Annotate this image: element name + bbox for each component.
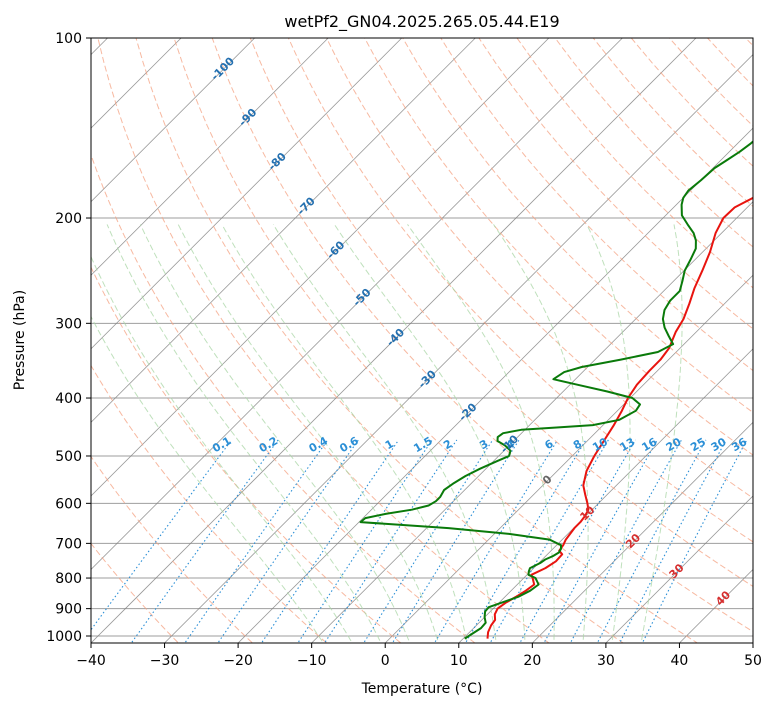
dry-adiabat [211,38,753,633]
y-tick-label: 800 [55,571,82,587]
mixing-ratio-line [363,439,494,643]
mixing-ratio-line [596,439,707,643]
mixing-ratio-line [569,439,682,643]
x-tick-label: 50 [744,653,762,669]
moist-adiabat [640,224,683,643]
moist-adiabat [407,224,555,643]
y-tick-label: 900 [55,602,82,618]
y-tick-label: 200 [55,211,82,227]
isotherm--50 [91,38,623,571]
x-tick-label: −10 [297,653,327,669]
dry-adiabat [440,38,753,372]
x-tick-label: 40 [671,653,689,669]
dewpoint-profile [359,140,753,640]
mixing-ratio-line [260,439,400,643]
dry-adiabat [91,153,476,643]
dry-adiabat [326,38,753,499]
x-tick-label: −30 [150,653,180,669]
isotherm--20 [237,127,753,643]
x-tick-label: −20 [223,653,253,669]
x-tick-label: −40 [76,653,106,669]
dry-adiabat [287,38,753,543]
isotherm--90 [91,38,329,276]
dry-adiabat [91,455,254,643]
isotherm--40 [91,38,697,643]
dry-adiabat [91,542,180,643]
y-tick-label: 300 [55,316,82,332]
mixing-ratio-line [433,439,559,643]
x-tick-label: 20 [523,653,541,669]
dry-adiabat [91,364,328,643]
moist-adiabat [139,224,411,643]
isotherm-10 [458,348,753,643]
mixing-ratio-line [297,439,433,643]
mixing-ratio-line [91,439,233,631]
y-tick-label: 700 [55,536,82,552]
moist-adiabat [586,224,631,643]
moist-adiabat [91,255,353,643]
y-tick-label: 1000 [46,629,82,645]
plot-frame [90,37,754,644]
dry-adiabat [249,38,753,587]
isotherm--30 [163,53,753,643]
y-tick-label: 400 [55,391,82,407]
x-tick-label: 10 [450,653,468,669]
background-lines [91,38,753,643]
x-axis-label: Temperature (°C) [361,681,483,697]
moist-adiabat [91,315,324,643]
y-tick-label: 100 [55,31,82,47]
y-tick-label: 600 [55,496,82,512]
moist-adiabat [106,224,382,643]
moist-adiabat [333,224,526,643]
isotherm--60 [91,38,550,497]
isotherm-0 [384,274,753,643]
mixing-ratio-line [543,439,658,643]
mixing-ratio-line [391,439,520,643]
y-tick-label: 500 [55,449,82,465]
x-tick-label: 0 [381,653,390,669]
dry-adiabat [135,38,624,643]
dry-adiabat [173,38,699,643]
dry-adiabat [97,38,550,643]
mixing-ratio-line [519,439,636,643]
dry-adiabat [402,38,753,414]
axes: −40 −30 −20 −10 0 10 20 30 40 50 100 200 300 400 500 60… [46,31,762,669]
mixing-ratio-line [130,439,279,643]
x-tick-label: 30 [597,653,615,669]
dry-adiabat [478,38,753,330]
isotherm--100 [91,38,255,203]
isotherm-20 [531,421,753,643]
sounding-profiles [359,140,753,640]
isotherm-30 [605,495,753,643]
chart-title: wetPf2_GN04.2025.265.05.44.E19 [284,12,559,32]
mixing-ratio-line [464,439,587,643]
isotherm--80 [91,38,403,350]
mixing-ratio-line [619,439,727,643]
moist-adiabat [221,224,468,643]
y-axis-label: Pressure (hPa) [12,290,28,390]
moist-adiabat [272,224,497,643]
moist-adiabat [493,224,589,643]
